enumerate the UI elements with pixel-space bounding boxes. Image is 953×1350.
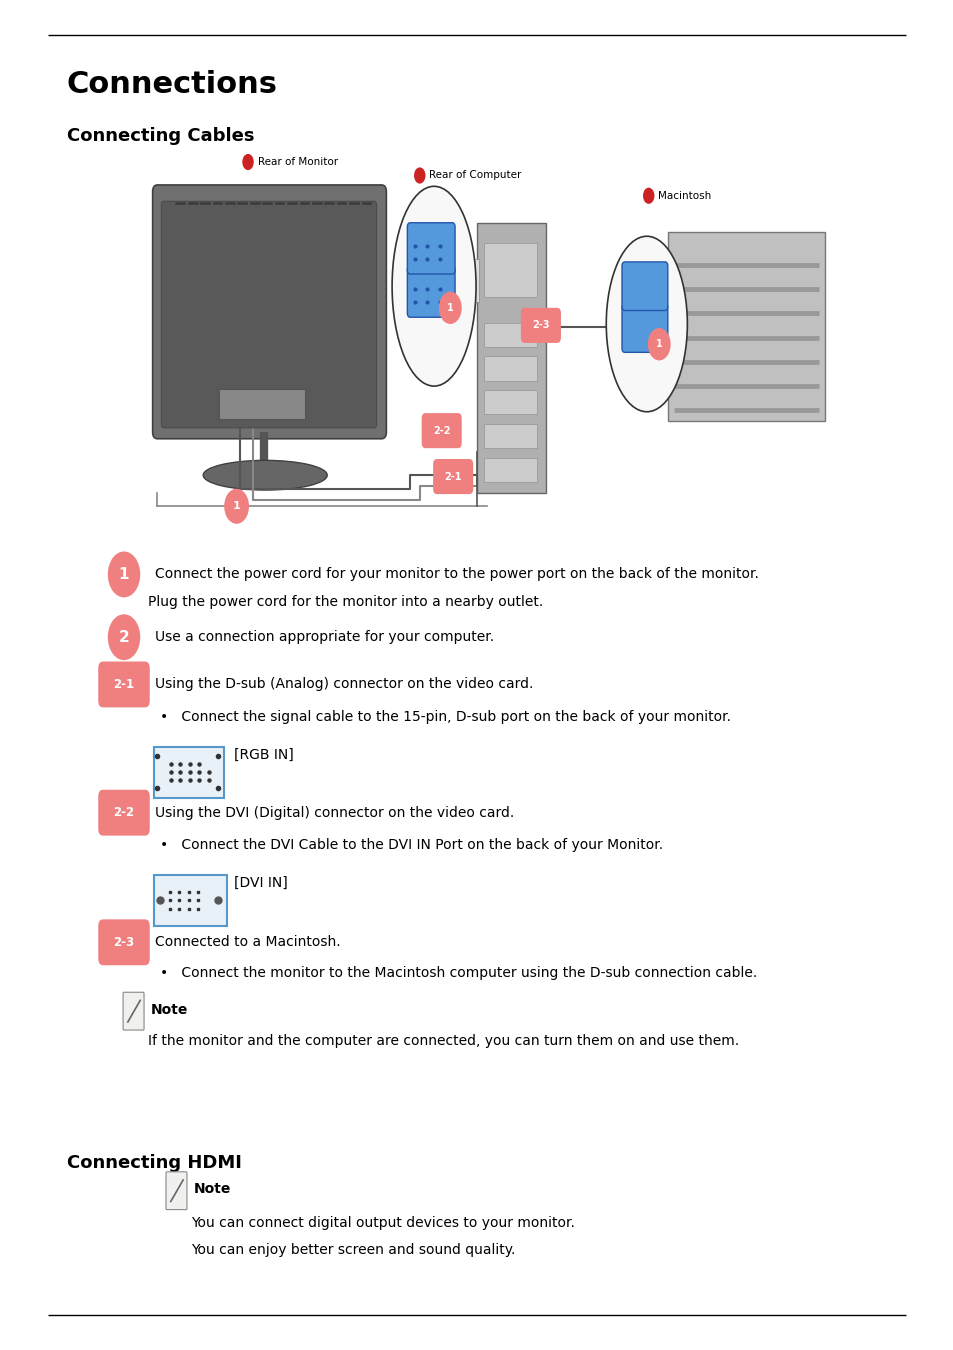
Ellipse shape: [606, 236, 686, 412]
Text: 1: 1: [446, 302, 454, 313]
FancyBboxPatch shape: [161, 201, 376, 428]
FancyBboxPatch shape: [520, 308, 560, 343]
FancyBboxPatch shape: [407, 266, 455, 317]
FancyBboxPatch shape: [483, 243, 537, 297]
Text: Macintosh: Macintosh: [658, 190, 711, 201]
FancyBboxPatch shape: [621, 304, 667, 352]
FancyBboxPatch shape: [98, 790, 150, 836]
Text: Note: Note: [193, 1183, 231, 1196]
Text: Note: Note: [151, 1003, 188, 1017]
Text: Rear of Computer: Rear of Computer: [429, 170, 521, 181]
Text: Connecting HDMI: Connecting HDMI: [67, 1154, 241, 1172]
Ellipse shape: [392, 186, 476, 386]
FancyBboxPatch shape: [483, 458, 537, 482]
Text: •   Connect the monitor to the Macintosh computer using the D-sub connection cab: • Connect the monitor to the Macintosh c…: [160, 967, 757, 980]
Text: 2-1: 2-1: [113, 678, 134, 691]
Ellipse shape: [203, 460, 327, 490]
Text: If the monitor and the computer are connected, you can turn them on and use them: If the monitor and the computer are conn…: [148, 1034, 739, 1048]
Text: [RGB IN]: [RGB IN]: [233, 748, 294, 761]
Circle shape: [438, 292, 461, 324]
Text: 2: 2: [118, 629, 130, 645]
FancyBboxPatch shape: [421, 413, 461, 448]
Text: Connect the power cord for your monitor to the power port on the back of the mon: Connect the power cord for your monitor …: [154, 567, 758, 582]
FancyBboxPatch shape: [476, 223, 545, 493]
Text: 1: 1: [118, 567, 130, 582]
Text: You can connect digital output devices to your monitor.: You can connect digital output devices t…: [191, 1216, 574, 1230]
Text: •   Connect the DVI Cable to the DVI IN Port on the back of your Monitor.: • Connect the DVI Cable to the DVI IN Po…: [160, 838, 662, 852]
FancyBboxPatch shape: [407, 223, 455, 274]
FancyBboxPatch shape: [152, 185, 386, 439]
Text: [DVI IN]: [DVI IN]: [233, 876, 287, 890]
FancyBboxPatch shape: [153, 747, 224, 798]
Text: Plug the power cord for the monitor into a nearby outlet.: Plug the power cord for the monitor into…: [148, 595, 542, 609]
Text: 2-3: 2-3: [532, 320, 549, 331]
Text: Connections: Connections: [67, 70, 277, 99]
Text: Use a connection appropriate for your computer.: Use a connection appropriate for your co…: [154, 630, 493, 644]
Text: 1: 1: [233, 501, 240, 512]
Text: Connecting Cables: Connecting Cables: [67, 127, 254, 144]
Circle shape: [224, 489, 249, 524]
Text: Using the DVI (Digital) connector on the video card.: Using the DVI (Digital) connector on the…: [154, 806, 514, 819]
Text: 2-2: 2-2: [113, 806, 134, 819]
FancyBboxPatch shape: [98, 662, 150, 707]
Text: 2-2: 2-2: [433, 425, 450, 436]
Text: 2-1: 2-1: [444, 471, 461, 482]
Circle shape: [642, 188, 654, 204]
Circle shape: [108, 551, 140, 597]
FancyBboxPatch shape: [98, 919, 150, 965]
FancyBboxPatch shape: [483, 424, 537, 448]
FancyBboxPatch shape: [123, 992, 144, 1030]
FancyBboxPatch shape: [166, 1172, 187, 1210]
FancyBboxPatch shape: [667, 232, 824, 421]
Text: 2-3: 2-3: [113, 936, 134, 949]
FancyBboxPatch shape: [465, 259, 478, 302]
Circle shape: [108, 614, 140, 660]
Text: Rear of Monitor: Rear of Monitor: [257, 157, 337, 167]
Text: Using the D-sub (Analog) connector on the video card.: Using the D-sub (Analog) connector on th…: [154, 678, 533, 691]
Circle shape: [647, 328, 670, 360]
FancyBboxPatch shape: [621, 262, 667, 311]
FancyBboxPatch shape: [483, 356, 537, 381]
Text: •   Connect the signal cable to the 15-pin, D-sub port on the back of your monit: • Connect the signal cable to the 15-pin…: [160, 710, 731, 724]
Circle shape: [242, 154, 253, 170]
Text: 1: 1: [655, 339, 662, 350]
Circle shape: [414, 167, 425, 184]
FancyBboxPatch shape: [433, 459, 473, 494]
Text: You can enjoy better screen and sound quality.: You can enjoy better screen and sound qu…: [191, 1243, 515, 1257]
Text: Connected to a Macintosh.: Connected to a Macintosh.: [154, 936, 340, 949]
FancyBboxPatch shape: [483, 390, 537, 414]
FancyBboxPatch shape: [483, 323, 537, 347]
FancyBboxPatch shape: [153, 875, 227, 926]
FancyBboxPatch shape: [219, 389, 305, 418]
